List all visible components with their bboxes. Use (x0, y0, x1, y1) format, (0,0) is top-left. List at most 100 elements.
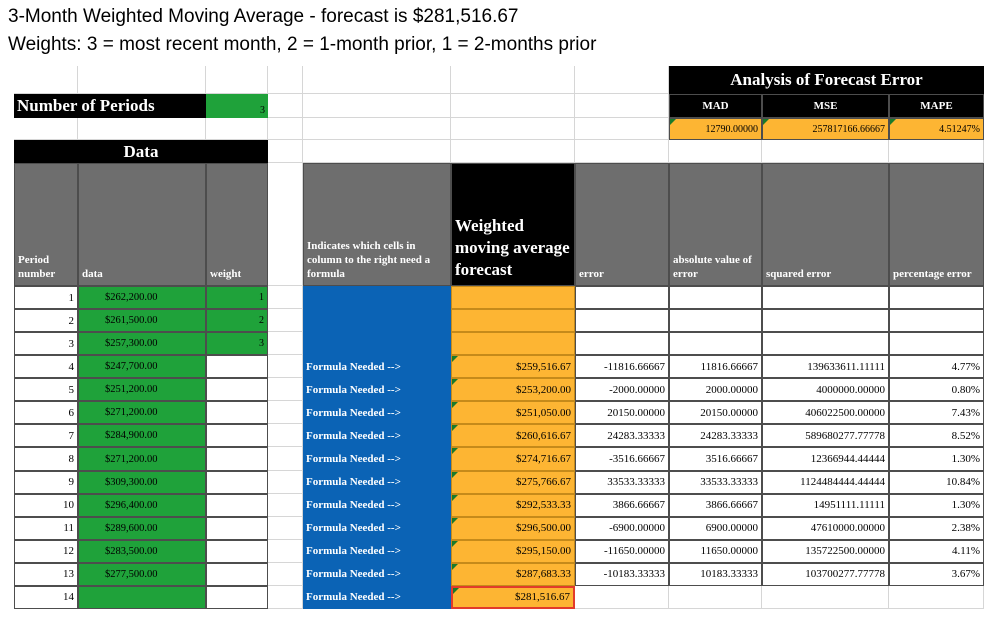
sq-error-cell[interactable]: 1124484444.44444 (762, 470, 889, 494)
grid-cell[interactable] (78, 118, 206, 140)
data-cell[interactable] (78, 585, 206, 609)
weight-cell[interactable] (206, 516, 268, 540)
analysis-value-mape[interactable]: 4.51247% (889, 118, 984, 140)
analysis-header-mape[interactable]: MAPE (889, 94, 984, 118)
period-cell[interactable]: 6 (14, 401, 78, 425)
grid-cell[interactable] (206, 118, 268, 140)
gap-cell[interactable] (268, 470, 303, 494)
header-weight[interactable]: weight (206, 163, 268, 286)
formula-indicator-cell[interactable]: Formula Needed --> (303, 516, 451, 540)
grid-cell[interactable] (575, 118, 669, 140)
grid-cell[interactable] (303, 94, 451, 118)
error-cell[interactable]: -10183.33333 (575, 562, 669, 586)
grid-cell[interactable] (268, 140, 303, 163)
pct-error-cell[interactable] (889, 332, 984, 356)
data-cell[interactable]: $247,700.00 (78, 355, 206, 379)
forecast-cell[interactable]: $274,716.67 (451, 447, 575, 471)
forecast-cell[interactable]: $275,766.67 (451, 470, 575, 494)
grid-cell[interactable] (14, 66, 78, 94)
formula-indicator-cell[interactable]: Formula Needed --> (303, 562, 451, 586)
pct-error-cell[interactable] (889, 309, 984, 333)
forecast-cell[interactable]: $253,200.00 (451, 378, 575, 402)
forecast-cell[interactable]: $287,683.33 (451, 562, 575, 586)
grid-cell[interactable] (268, 163, 303, 286)
error-cell[interactable] (575, 332, 669, 356)
sq-error-cell[interactable]: 406022500.00000 (762, 401, 889, 425)
formula-indicator-cell[interactable]: Formula Needed --> (303, 539, 451, 563)
analysis-title[interactable]: Analysis of Forecast Error (669, 66, 984, 94)
pct-error-cell[interactable]: 0.80% (889, 378, 984, 402)
period-cell[interactable]: 9 (14, 470, 78, 494)
data-cell[interactable]: $277,500.00 (78, 562, 206, 586)
weight-cell[interactable] (206, 355, 268, 379)
sq-error-cell[interactable]: 135722500.00000 (762, 539, 889, 563)
error-cell[interactable]: -6900.00000 (575, 516, 669, 540)
sq-error-cell[interactable]: 589680277.77778 (762, 424, 889, 448)
grid-cell[interactable] (206, 66, 268, 94)
formula-indicator-cell[interactable]: Formula Needed --> (303, 447, 451, 471)
weight-cell[interactable] (206, 447, 268, 471)
pct-error-cell[interactable]: 8.52% (889, 424, 984, 448)
sq-error-cell[interactable]: 12366944.44444 (762, 447, 889, 471)
abs-error-cell[interactable]: 10183.33333 (669, 562, 762, 586)
pct-error-cell[interactable]: 4.77% (889, 355, 984, 379)
forecast-cell[interactable]: $251,050.00 (451, 401, 575, 425)
error-cell[interactable] (575, 309, 669, 333)
period-cell[interactable]: 4 (14, 355, 78, 379)
pct-error-cell[interactable]: 3.67% (889, 562, 984, 586)
grid-cell[interactable] (762, 585, 889, 609)
period-cell[interactable]: 5 (14, 378, 78, 402)
pct-error-cell[interactable]: 10.84% (889, 470, 984, 494)
formula-indicator-cell[interactable]: Formula Needed --> (303, 470, 451, 494)
grid-cell[interactable] (889, 140, 984, 163)
header-forecast[interactable]: Weighted moving average forecast (451, 163, 575, 286)
header-sq-error[interactable]: squared error (762, 163, 889, 286)
grid-cell[interactable] (669, 585, 762, 609)
gap-cell[interactable] (268, 355, 303, 379)
grid-cell[interactable] (575, 66, 669, 94)
weight-cell[interactable]: 1 (206, 286, 268, 310)
grid-cell[interactable] (303, 118, 451, 140)
period-cell[interactable]: 2 (14, 309, 78, 333)
data-cell[interactable]: $261,500.00 (78, 309, 206, 333)
forecast-cell[interactable]: $292,533.33 (451, 493, 575, 517)
formula-indicator-cell[interactable]: Formula Needed --> (303, 424, 451, 448)
forecast-cell[interactable]: $259,516.67 (451, 355, 575, 379)
header-indicates[interactable]: Indicates which cells in column to the r… (303, 163, 451, 286)
forecast-cell[interactable]: $296,500.00 (451, 516, 575, 540)
grid-cell[interactable] (451, 94, 575, 118)
data-cell[interactable]: $289,600.00 (78, 516, 206, 540)
sq-error-cell[interactable] (762, 309, 889, 333)
grid-cell[interactable] (669, 140, 762, 163)
forecast-cell[interactable]: $260,616.67 (451, 424, 575, 448)
error-cell[interactable]: 3866.66667 (575, 493, 669, 517)
formula-indicator-cell[interactable]: Formula Needed --> (303, 355, 451, 379)
sq-error-cell[interactable] (762, 286, 889, 310)
forecast-cell[interactable] (451, 286, 575, 310)
gap-cell[interactable] (268, 585, 303, 609)
sq-error-cell[interactable]: 14951111.11111 (762, 493, 889, 517)
analysis-header-mse[interactable]: MSE (762, 94, 889, 118)
data-cell[interactable]: $262,200.00 (78, 286, 206, 310)
pct-error-cell[interactable]: 4.11% (889, 539, 984, 563)
error-cell[interactable]: -11816.66667 (575, 355, 669, 379)
forecast-cell[interactable]: $295,150.00 (451, 539, 575, 563)
weight-cell[interactable] (206, 470, 268, 494)
data-section-title[interactable]: Data (14, 140, 268, 163)
analysis-value-mse[interactable]: 257817166.66667 (762, 118, 889, 140)
period-cell[interactable]: 3 (14, 332, 78, 356)
abs-error-cell[interactable]: 20150.00000 (669, 401, 762, 425)
data-cell[interactable]: $271,200.00 (78, 401, 206, 425)
formula-indicator-cell[interactable]: Formula Needed --> (303, 401, 451, 425)
period-cell[interactable]: 13 (14, 562, 78, 586)
weight-cell[interactable]: 3 (206, 332, 268, 356)
weight-cell[interactable] (206, 585, 268, 609)
abs-error-cell[interactable]: 6900.00000 (669, 516, 762, 540)
error-cell[interactable] (575, 286, 669, 310)
weight-cell[interactable] (206, 493, 268, 517)
abs-error-cell[interactable]: 24283.33333 (669, 424, 762, 448)
weight-cell[interactable] (206, 401, 268, 425)
header-error[interactable]: error (575, 163, 669, 286)
gap-cell[interactable] (268, 539, 303, 563)
abs-error-cell[interactable]: 3516.66667 (669, 447, 762, 471)
